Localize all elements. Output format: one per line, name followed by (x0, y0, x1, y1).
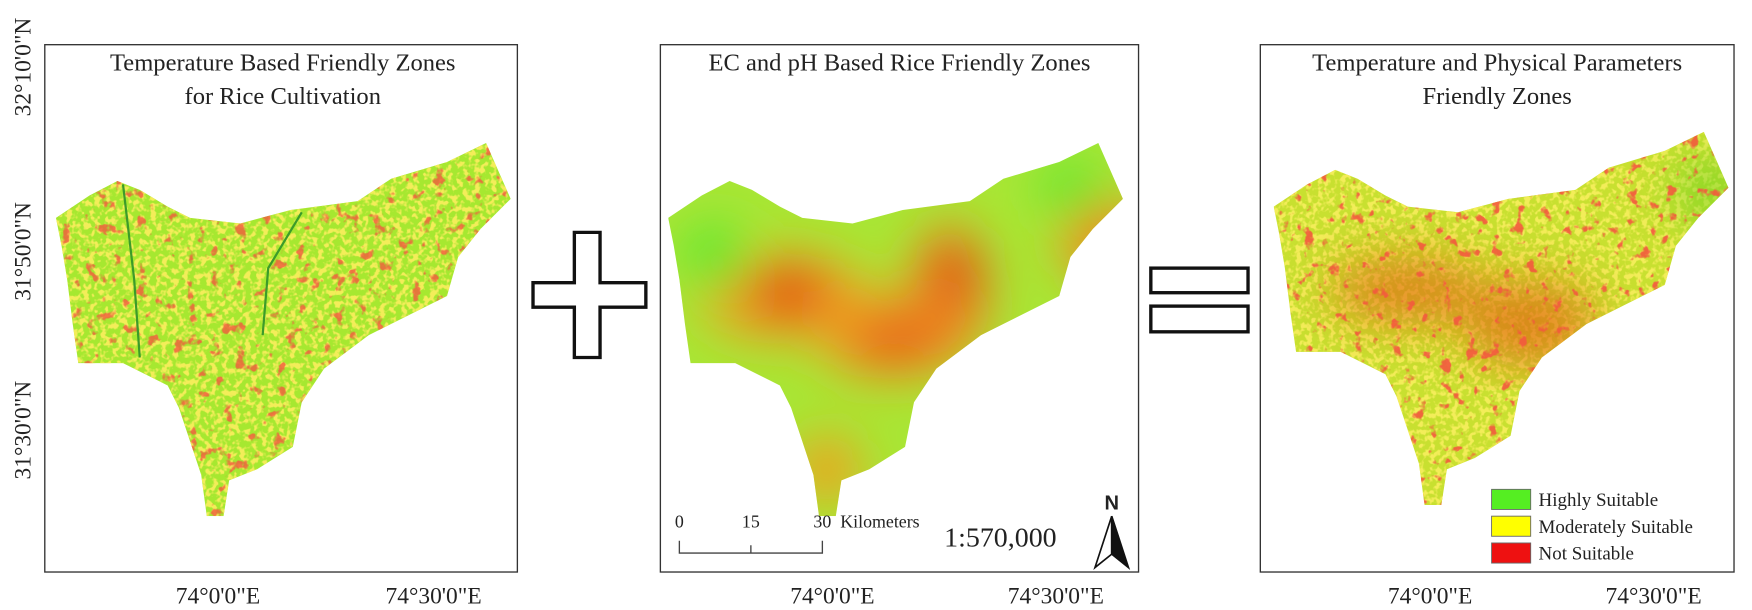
panel-title: for Rice Cultivation (185, 83, 381, 110)
scale-unit: Kilometers (840, 511, 919, 531)
panel-frame (44, 44, 519, 573)
x-axis-label: 74°30'0"E (386, 583, 482, 609)
panel-title: Temperature and Physical Parameters (1312, 49, 1682, 76)
x-axis-label: 74°0'0"E (790, 583, 874, 609)
legend-swatch (1491, 488, 1532, 510)
panel-frame (1259, 44, 1735, 573)
y-axis-label: 32°10'0"N (10, 18, 36, 117)
scale-tick: 15 (742, 511, 760, 531)
ec-ph-map (668, 143, 1123, 517)
x-axis-label: 74°0'0"E (176, 583, 260, 609)
scale-tick: 30 (813, 511, 831, 531)
scale-tick: 0 (675, 511, 684, 531)
legend: Highly Suitable Moderately Suitable Not Su… (1491, 488, 1693, 565)
north-arrow: N (1093, 492, 1131, 570)
legend-swatch (1491, 542, 1532, 564)
north-label: N (1104, 492, 1119, 514)
plus-operator (531, 230, 648, 360)
panel-frame (659, 44, 1140, 573)
y-axis-label: 31°50'0"N (10, 202, 36, 301)
scale-bar: 0 15 30 Kilometers (675, 511, 920, 554)
x-axis-label: 74°30'0"E (1606, 583, 1702, 609)
legend-swatch (1491, 515, 1532, 537)
panel-title: Temperature Based Friendly Zones (110, 49, 455, 76)
temperature-map (55, 143, 511, 517)
x-axis-label: 74°0'0"E (1388, 583, 1472, 609)
y-axis-label: 31°30'0"N (10, 381, 36, 480)
legend-label: Highly Suitable (1539, 490, 1659, 511)
legend-label: Moderately Suitable (1539, 517, 1693, 538)
x-axis-label: 74°30'0"E (1008, 583, 1104, 609)
panel-title: Friendly Zones (1422, 83, 1571, 110)
combined-map (1273, 131, 1729, 505)
panel-title: EC and pH Based Rice Friendly Zones (708, 49, 1090, 76)
equals-bar (1149, 266, 1250, 295)
equals-bar (1149, 304, 1250, 334)
legend-label: Not Suitable (1539, 544, 1634, 565)
scale-ratio: 1:570,000 (944, 522, 1056, 553)
